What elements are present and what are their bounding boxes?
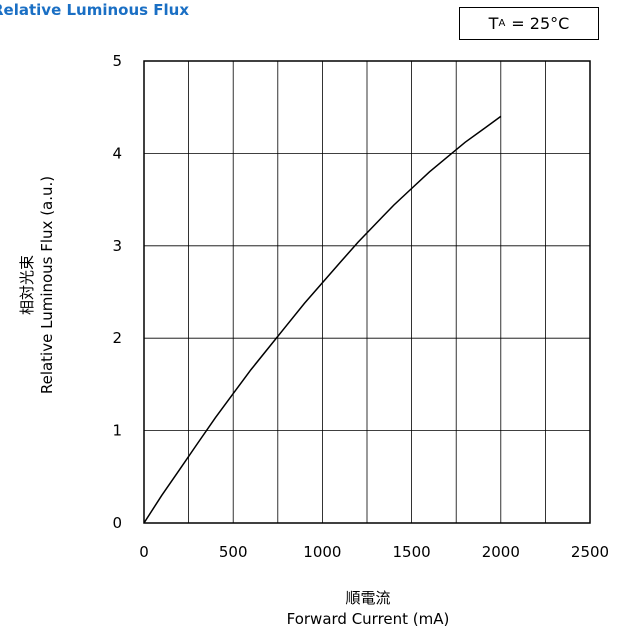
condition-value: = 25°C bbox=[511, 14, 570, 33]
x-tick-label: 1500 bbox=[393, 543, 431, 561]
condition-symbol: T bbox=[488, 14, 499, 33]
y-tick-label: 2 bbox=[112, 329, 122, 347]
x-tick-label: 1000 bbox=[303, 543, 341, 561]
y-tick-label: 4 bbox=[112, 144, 122, 162]
x-axis-label: 順電流 Forward Current (mA) bbox=[287, 588, 450, 630]
x-tick-label: 500 bbox=[219, 543, 248, 561]
temperature-condition-box: T A = 25°C bbox=[459, 7, 599, 40]
condition-subscript: A bbox=[498, 18, 506, 29]
y-tick-label: 0 bbox=[112, 514, 122, 532]
plot-frame bbox=[143, 60, 591, 524]
x-tick-label: 0 bbox=[139, 543, 149, 561]
chart-title: Relative Luminous Flux bbox=[0, 1, 190, 19]
x-axis-label-en: Forward Current (mA) bbox=[286, 610, 450, 628]
y-tick-label: 3 bbox=[112, 237, 122, 255]
y-tick-label: 1 bbox=[112, 422, 122, 440]
x-axis-label-jp: 順電流 bbox=[345, 589, 391, 607]
x-tick-label: 2000 bbox=[482, 543, 520, 561]
y-tick-label: 5 bbox=[112, 52, 122, 70]
x-tick-label: 2500 bbox=[571, 543, 609, 561]
flux-curve bbox=[143, 115, 502, 524]
